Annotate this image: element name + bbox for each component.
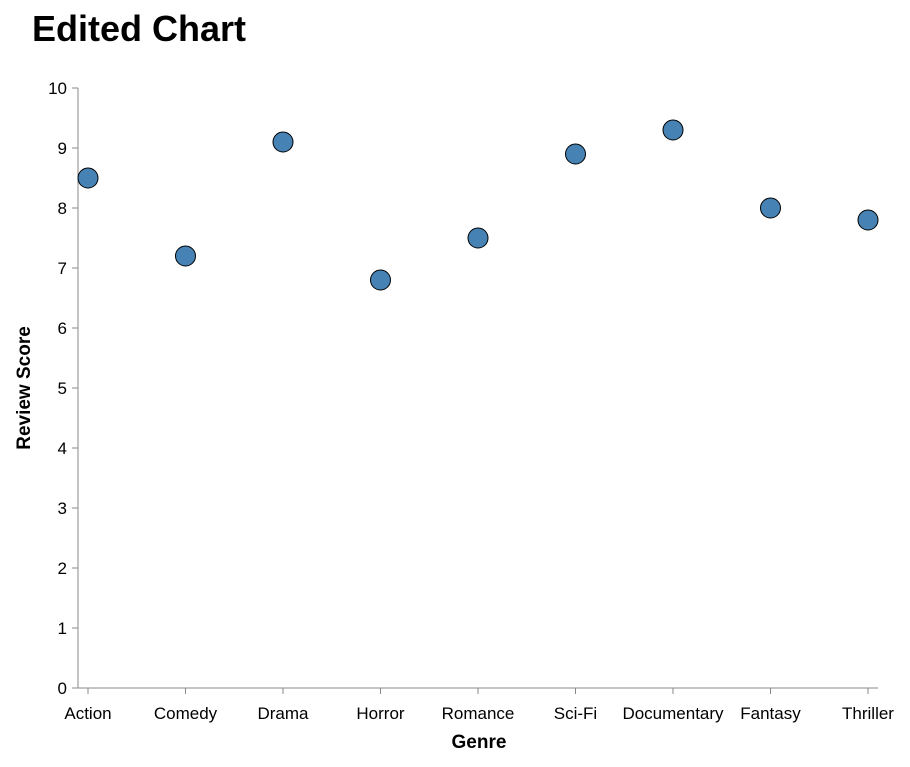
y-tick-label: 1 xyxy=(58,619,67,638)
y-tick-label: 2 xyxy=(58,559,67,578)
data-point xyxy=(467,227,489,249)
data-point xyxy=(175,245,196,267)
data-point xyxy=(760,197,781,219)
data-points xyxy=(77,119,879,291)
data-point xyxy=(662,119,684,141)
chart-title: Edited Chart xyxy=(32,8,246,49)
data-point xyxy=(565,143,586,165)
y-tick-label: 7 xyxy=(58,259,67,278)
y-tick-label: 6 xyxy=(58,319,67,338)
x-tick-label: Drama xyxy=(257,704,309,723)
data-point xyxy=(272,131,294,153)
x-axis: Action Comedy Drama Horror Romance Sci-Fi Docu… xyxy=(64,687,894,723)
data-point xyxy=(77,167,99,189)
y-tick-label: 4 xyxy=(58,439,67,458)
y-tick-label: 0 xyxy=(58,679,67,698)
data-point xyxy=(857,209,879,231)
x-tick-label: Horror xyxy=(356,704,405,723)
x-tick-label: Documentary xyxy=(622,704,724,723)
y-tick-label: 10 xyxy=(48,79,67,98)
y-tick-label: 9 xyxy=(58,139,67,158)
x-tick-label: Comedy xyxy=(154,704,218,723)
y-axis: 0 1 2 3 4 5 6 7 8 9 10 xyxy=(48,79,79,698)
x-tick-label: Action xyxy=(64,704,111,723)
x-axis-title: Genre xyxy=(452,732,507,753)
x-tick-label: Sci-Fi xyxy=(554,704,597,723)
y-tick-label: 8 xyxy=(58,199,67,218)
y-tick-label: 5 xyxy=(58,379,67,398)
x-tick-label: Fantasy xyxy=(740,704,801,723)
x-tick-label: Romance xyxy=(442,704,515,723)
data-point xyxy=(370,269,391,291)
y-axis-title: Review Score xyxy=(14,326,35,450)
x-tick-label: Thriller xyxy=(842,704,894,723)
y-tick-label: 3 xyxy=(58,499,67,518)
